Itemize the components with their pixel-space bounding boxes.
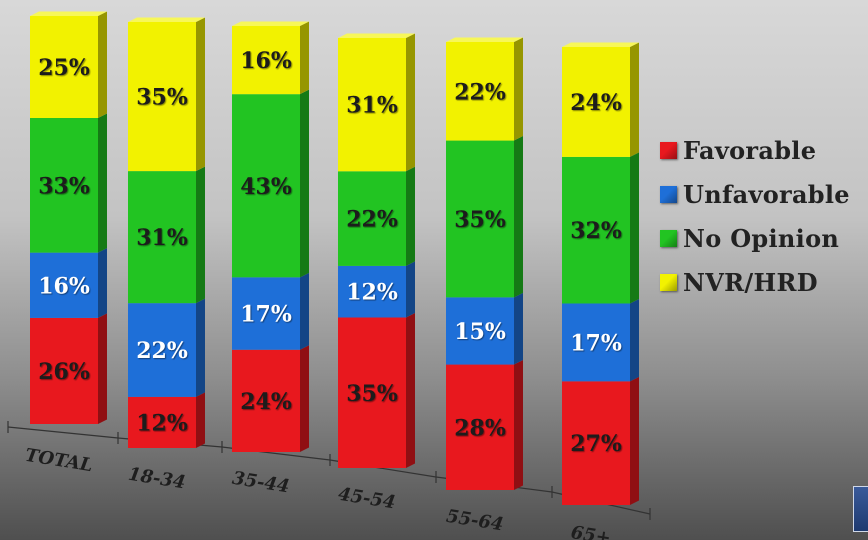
data-label: 35%	[454, 207, 506, 233]
data-label: 32%	[570, 218, 622, 244]
data-label: 22%	[136, 338, 188, 364]
data-label: 12%	[136, 410, 188, 436]
bar-segment-unfavorable	[128, 298, 205, 397]
data-label: 27%	[570, 431, 622, 457]
bar-top-cap	[446, 37, 523, 42]
bar-segment-no-opinion	[30, 113, 107, 253]
bar-segment-unfavorable	[232, 272, 309, 350]
data-label: 16%	[240, 48, 292, 74]
legend-label-nvr-hrd: NVR/HRD	[683, 267, 818, 297]
bar-segment-favorable	[232, 345, 309, 452]
data-label: 22%	[454, 79, 506, 105]
bar-segment-no-opinion	[562, 152, 639, 304]
category-label: 18-34	[127, 464, 187, 494]
logo	[853, 486, 868, 532]
bar-segment-nvr-hrd	[128, 17, 205, 172]
bar-segment-no-opinion	[446, 136, 523, 298]
data-label: 43%	[240, 174, 292, 200]
category-label: 35-44	[231, 468, 291, 498]
bar-segment-no-opinion	[338, 166, 415, 266]
bar-top-cap	[128, 17, 205, 22]
bar-top-cap	[562, 42, 639, 47]
data-label: 35%	[136, 85, 188, 111]
legend-label-favorable: Favorable	[683, 135, 817, 165]
bar-segment-unfavorable	[446, 292, 523, 365]
data-label: 16%	[38, 273, 90, 299]
bar-segment-nvr-hrd	[446, 37, 523, 141]
legend-swatch-no-opinion	[660, 229, 677, 247]
bar-segment-nvr-hrd	[232, 21, 309, 95]
category-label: 55-64	[445, 506, 505, 536]
legend-item-nvr-hrd: NVR/HRD	[660, 260, 850, 304]
data-label: 17%	[570, 330, 622, 356]
data-label: 26%	[38, 359, 90, 385]
bar-segment-no-opinion	[232, 89, 309, 278]
data-label: 33%	[38, 173, 90, 199]
data-label: 25%	[38, 55, 90, 81]
data-label: 24%	[240, 389, 292, 415]
data-label: 12%	[346, 280, 398, 306]
data-label: 35%	[346, 381, 398, 407]
bar-segment-nvr-hrd	[30, 11, 107, 118]
bar-segment-favorable	[128, 392, 205, 448]
category-label: 65+	[569, 522, 612, 540]
bar-segment-favorable	[30, 313, 107, 424]
data-label: 17%	[240, 302, 292, 328]
bar-segment-unfavorable	[338, 261, 415, 318]
legend-swatch-nvr-hrd	[660, 273, 677, 291]
bar-segment-nvr-hrd	[338, 33, 415, 172]
bar-top-cap	[30, 11, 107, 16]
legend-label-unfavorable: Unfavorable	[683, 179, 850, 209]
bar-segment-favorable	[338, 313, 415, 468]
legend-label-no-opinion: No Opinion	[683, 223, 840, 253]
bar-top-cap	[232, 21, 309, 26]
legend-swatch-favorable	[660, 141, 677, 159]
bar-segment-favorable	[446, 360, 523, 490]
legend-item-unfavorable: Unfavorable	[660, 172, 850, 216]
legend: Favorable Unfavorable No Opinion NVR/HRD	[660, 128, 850, 304]
data-label: 31%	[136, 225, 188, 251]
legend-item-favorable: Favorable	[660, 128, 850, 172]
legend-item-no-opinion: No Opinion	[660, 216, 850, 260]
bar-top-cap	[338, 33, 415, 38]
data-label: 24%	[570, 90, 622, 116]
data-label: 31%	[346, 93, 398, 119]
bar-segment-nvr-hrd	[562, 42, 639, 157]
data-label: 22%	[346, 207, 398, 233]
bar-segment-unfavorable	[562, 298, 639, 382]
bar-segment-favorable	[562, 376, 639, 505]
data-label: 28%	[454, 415, 506, 441]
bar-segment-unfavorable	[30, 248, 107, 318]
x-axis-line	[7, 426, 651, 515]
data-label: 15%	[454, 319, 506, 345]
bar-segment-no-opinion	[128, 166, 205, 304]
legend-swatch-unfavorable	[660, 185, 677, 203]
category-label: TOTAL	[24, 445, 95, 476]
category-label: 45-54	[337, 484, 397, 514]
